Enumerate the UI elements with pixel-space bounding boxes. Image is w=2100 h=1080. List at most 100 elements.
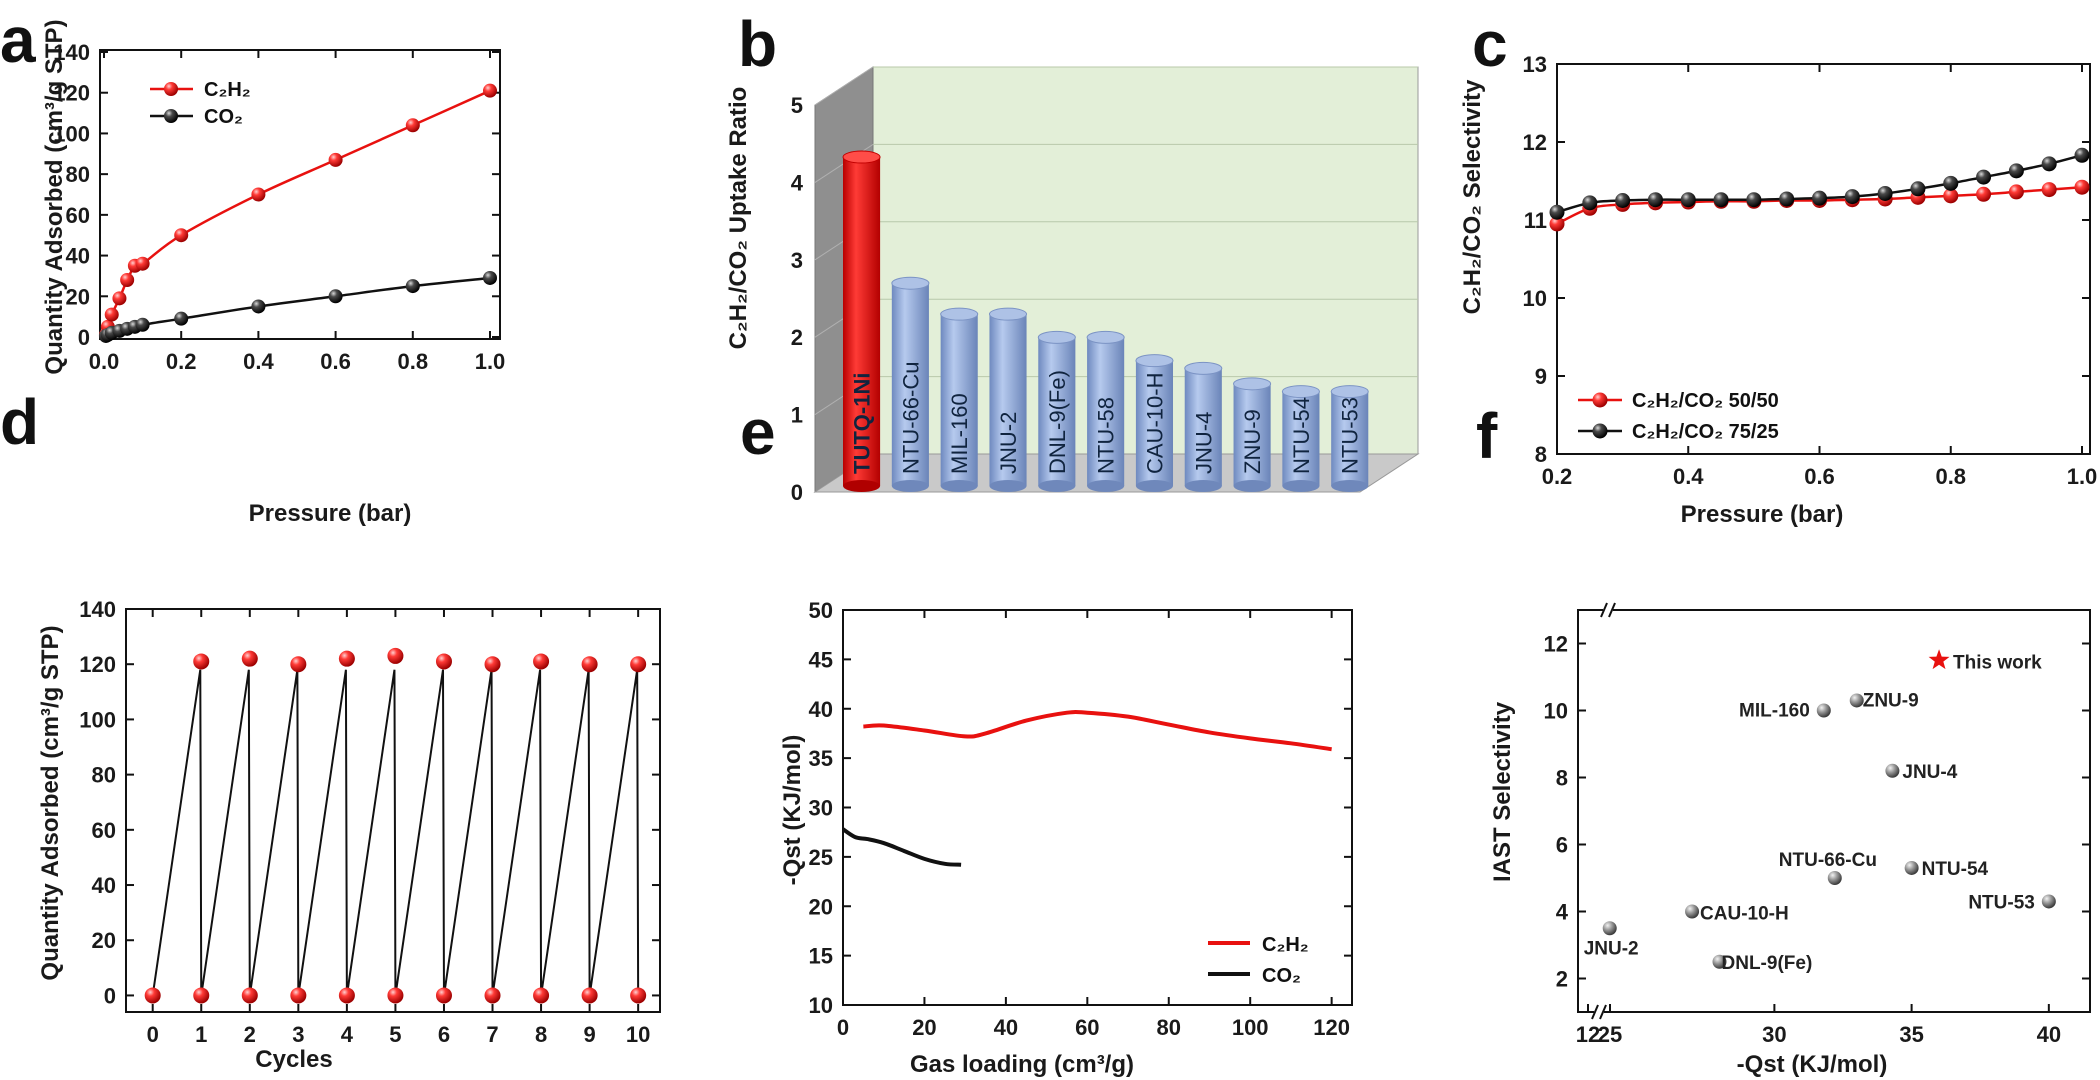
panel-f-point [1685, 904, 1700, 919]
panel-b-bar-base [1087, 480, 1125, 492]
panel-e-ytick-label: 10 [809, 993, 833, 1018]
panel-d-adsorb-point [387, 647, 404, 664]
panel-b-bar-body [1282, 391, 1320, 486]
panel-c-point-0 [2008, 184, 2024, 200]
panel-c-point-1 [1779, 191, 1795, 207]
panel-b-bar-top [1330, 385, 1369, 399]
panel-a-legend-label-0: C₂H₂ [204, 79, 251, 101]
panel-b-gridline-side [814, 66, 874, 106]
panel-f-axis-break-top-mark [1600, 602, 1608, 618]
panel-c-xtick-label: 0.4 [1673, 464, 1704, 489]
panel-b-bar-base [940, 480, 978, 492]
panel-a-frame [99, 49, 501, 340]
panel-f-axis-break-x-mark [1599, 1004, 1607, 1020]
panel-f-axis-break-top-mark [1608, 602, 1616, 618]
panel-b-bar-body [891, 283, 929, 486]
panel-b-bar: TUTQ-1Ni [842, 150, 881, 492]
panel-a-point-0 [251, 187, 266, 202]
panel-b-ytick-label: 4 [791, 170, 804, 195]
panel-f-ytick-label: 4 [1556, 900, 1569, 925]
panel-e-xtick-label: 100 [1232, 1015, 1269, 1040]
axis-title-d-x: Cycles [255, 1046, 332, 1073]
panel-a-point-1 [251, 299, 266, 314]
panel-label-a: a [0, 4, 36, 76]
panel-f-point-label: NTU-54 [1922, 859, 1989, 880]
panel-d-adsorb-point [241, 650, 258, 667]
axis-title-d-y: Quantity Adsorbed (cm³/g STP) [37, 625, 64, 980]
panel-b-bar-top [940, 307, 979, 321]
panel-label-f: f [1476, 400, 1498, 472]
axis-title-c-x: Pressure (bar) [1681, 501, 1844, 528]
panel-d-xtick-label: 10 [626, 1022, 650, 1047]
panel-b-bar-base [1038, 480, 1076, 492]
panel-b-bar-label: DNL-9(Fe) [1045, 370, 1070, 474]
panel-b-bar: ZNU-9 [1233, 377, 1272, 492]
panel-a-xtick-label: 0.8 [398, 349, 429, 374]
panel-d-xtick-label: 0 [147, 1022, 159, 1047]
panel-b-bar-label: JNU-4 [1191, 412, 1216, 474]
plot-layer: 0.0 0.2 0.4 0.6 0.8 1.0020406080100120140C₂H₂… [53, 40, 2097, 1047]
panel-b-bar-base [891, 480, 929, 492]
panel-b-bar-label: TUTQ-1Ni [850, 373, 875, 474]
panel-f-point-label: NTU-53 [1968, 892, 2035, 913]
panel-a-point-1 [328, 289, 343, 304]
panel-b-bar: NTU-58 [1086, 330, 1125, 492]
panel-b: 0 1 2 3 4 5 TUTQ-1Ni NTU-66-Cu MIL-160 JNU-2 DNL-9… [791, 66, 1420, 505]
panel-e-ytick-label: 25 [809, 845, 833, 870]
panel-c-point-1 [1812, 190, 1827, 206]
axis-title-a-y: Quantity Adsorbed (cm³/g STP) [41, 19, 68, 374]
panel-a-xtick-label: 0.2 [166, 349, 197, 374]
panel-a-legend-marker-0 [164, 82, 178, 96]
panel-a-ytick-label: 140 [53, 40, 90, 65]
panel-c-point-1 [1910, 181, 1926, 197]
panel-c-point-1 [1844, 189, 1860, 205]
panel-a-xtick-label: 0.4 [243, 349, 274, 374]
panel-f-axis-break-top [1603, 604, 1613, 616]
panel-b-bar: JNU-4 [1184, 361, 1223, 492]
panel-b-bar-body [1087, 337, 1125, 486]
panel-a: 0.0 0.2 0.4 0.6 0.8 1.0 0 20 40 60 80 100 120 140 C₂H₂… [53, 40, 505, 374]
panel-e-ytick-label: 50 [809, 598, 833, 623]
panel-b-bar-base [989, 480, 1027, 492]
panel-b-bar-base [1331, 480, 1369, 492]
panel-f-xtick-label: 25 [1598, 1022, 1622, 1047]
panel-b-bar-top [891, 276, 930, 290]
panel-c-point-0 [2074, 179, 2090, 195]
panel-c-point-0 [1976, 186, 1992, 202]
panel-b-bar: DNL-9(Fe) [1037, 330, 1076, 492]
panel-c-legend-label-1: C₂H₂/CO₂ 75/25 [1632, 421, 1779, 443]
panel-b-bar-base [1135, 480, 1174, 492]
panel-d-xtick-label: 3 [292, 1022, 304, 1047]
panel-f-point [1827, 871, 1842, 885]
panel-b-ytick-label: 2 [791, 325, 803, 350]
panel-d-desorb-point [290, 987, 307, 1004]
panel-d-desorb-point [533, 987, 550, 1004]
panel-a-point-1 [405, 279, 420, 294]
panel-b-bar-top [1233, 377, 1272, 391]
panel-f-xtick-label: 40 [2037, 1022, 2061, 1047]
panel-b-bar: NTU-66-Cu [891, 276, 930, 492]
panel-b-bar-base [1233, 480, 1271, 492]
panel-c-point-1 [1877, 185, 1893, 201]
panel-d-xtick-label: 9 [583, 1022, 595, 1047]
panel-e-series-line-1 [841, 827, 962, 867]
panel-f-point-label: DNL-9(Fe) [1722, 953, 1813, 974]
panel-c-point-1 [2041, 156, 2057, 172]
panel-a-point-0 [174, 228, 189, 243]
panel-b-bar-body [940, 314, 978, 486]
panel-c-legend-label-0: C₂H₂/CO₂ 50/50 [1632, 390, 1779, 412]
panel-d-frame [125, 608, 661, 1013]
panel-c-ytick-label: 13 [1523, 52, 1547, 77]
panel-b-bar-top [1135, 354, 1174, 368]
panel-c-xtick-label: 0.6 [1804, 464, 1835, 489]
panel-f-xtick-label: 30 [1762, 1022, 1786, 1047]
panel-c-point-0 [1549, 216, 1565, 232]
panel-b-bar-label: ZNU-9 [1240, 409, 1265, 474]
panel-e-ytick-label: 15 [809, 944, 833, 969]
panel-e-xtick-label: 0 [837, 1015, 849, 1040]
panel-b-ytick-label: 0 [791, 480, 803, 505]
panel-e-xtick-label: 120 [1313, 1015, 1350, 1040]
panel-c-point-1 [1647, 192, 1663, 208]
panel-b-bar-body [989, 314, 1027, 486]
panel-a-ytick-label: 120 [53, 81, 90, 106]
